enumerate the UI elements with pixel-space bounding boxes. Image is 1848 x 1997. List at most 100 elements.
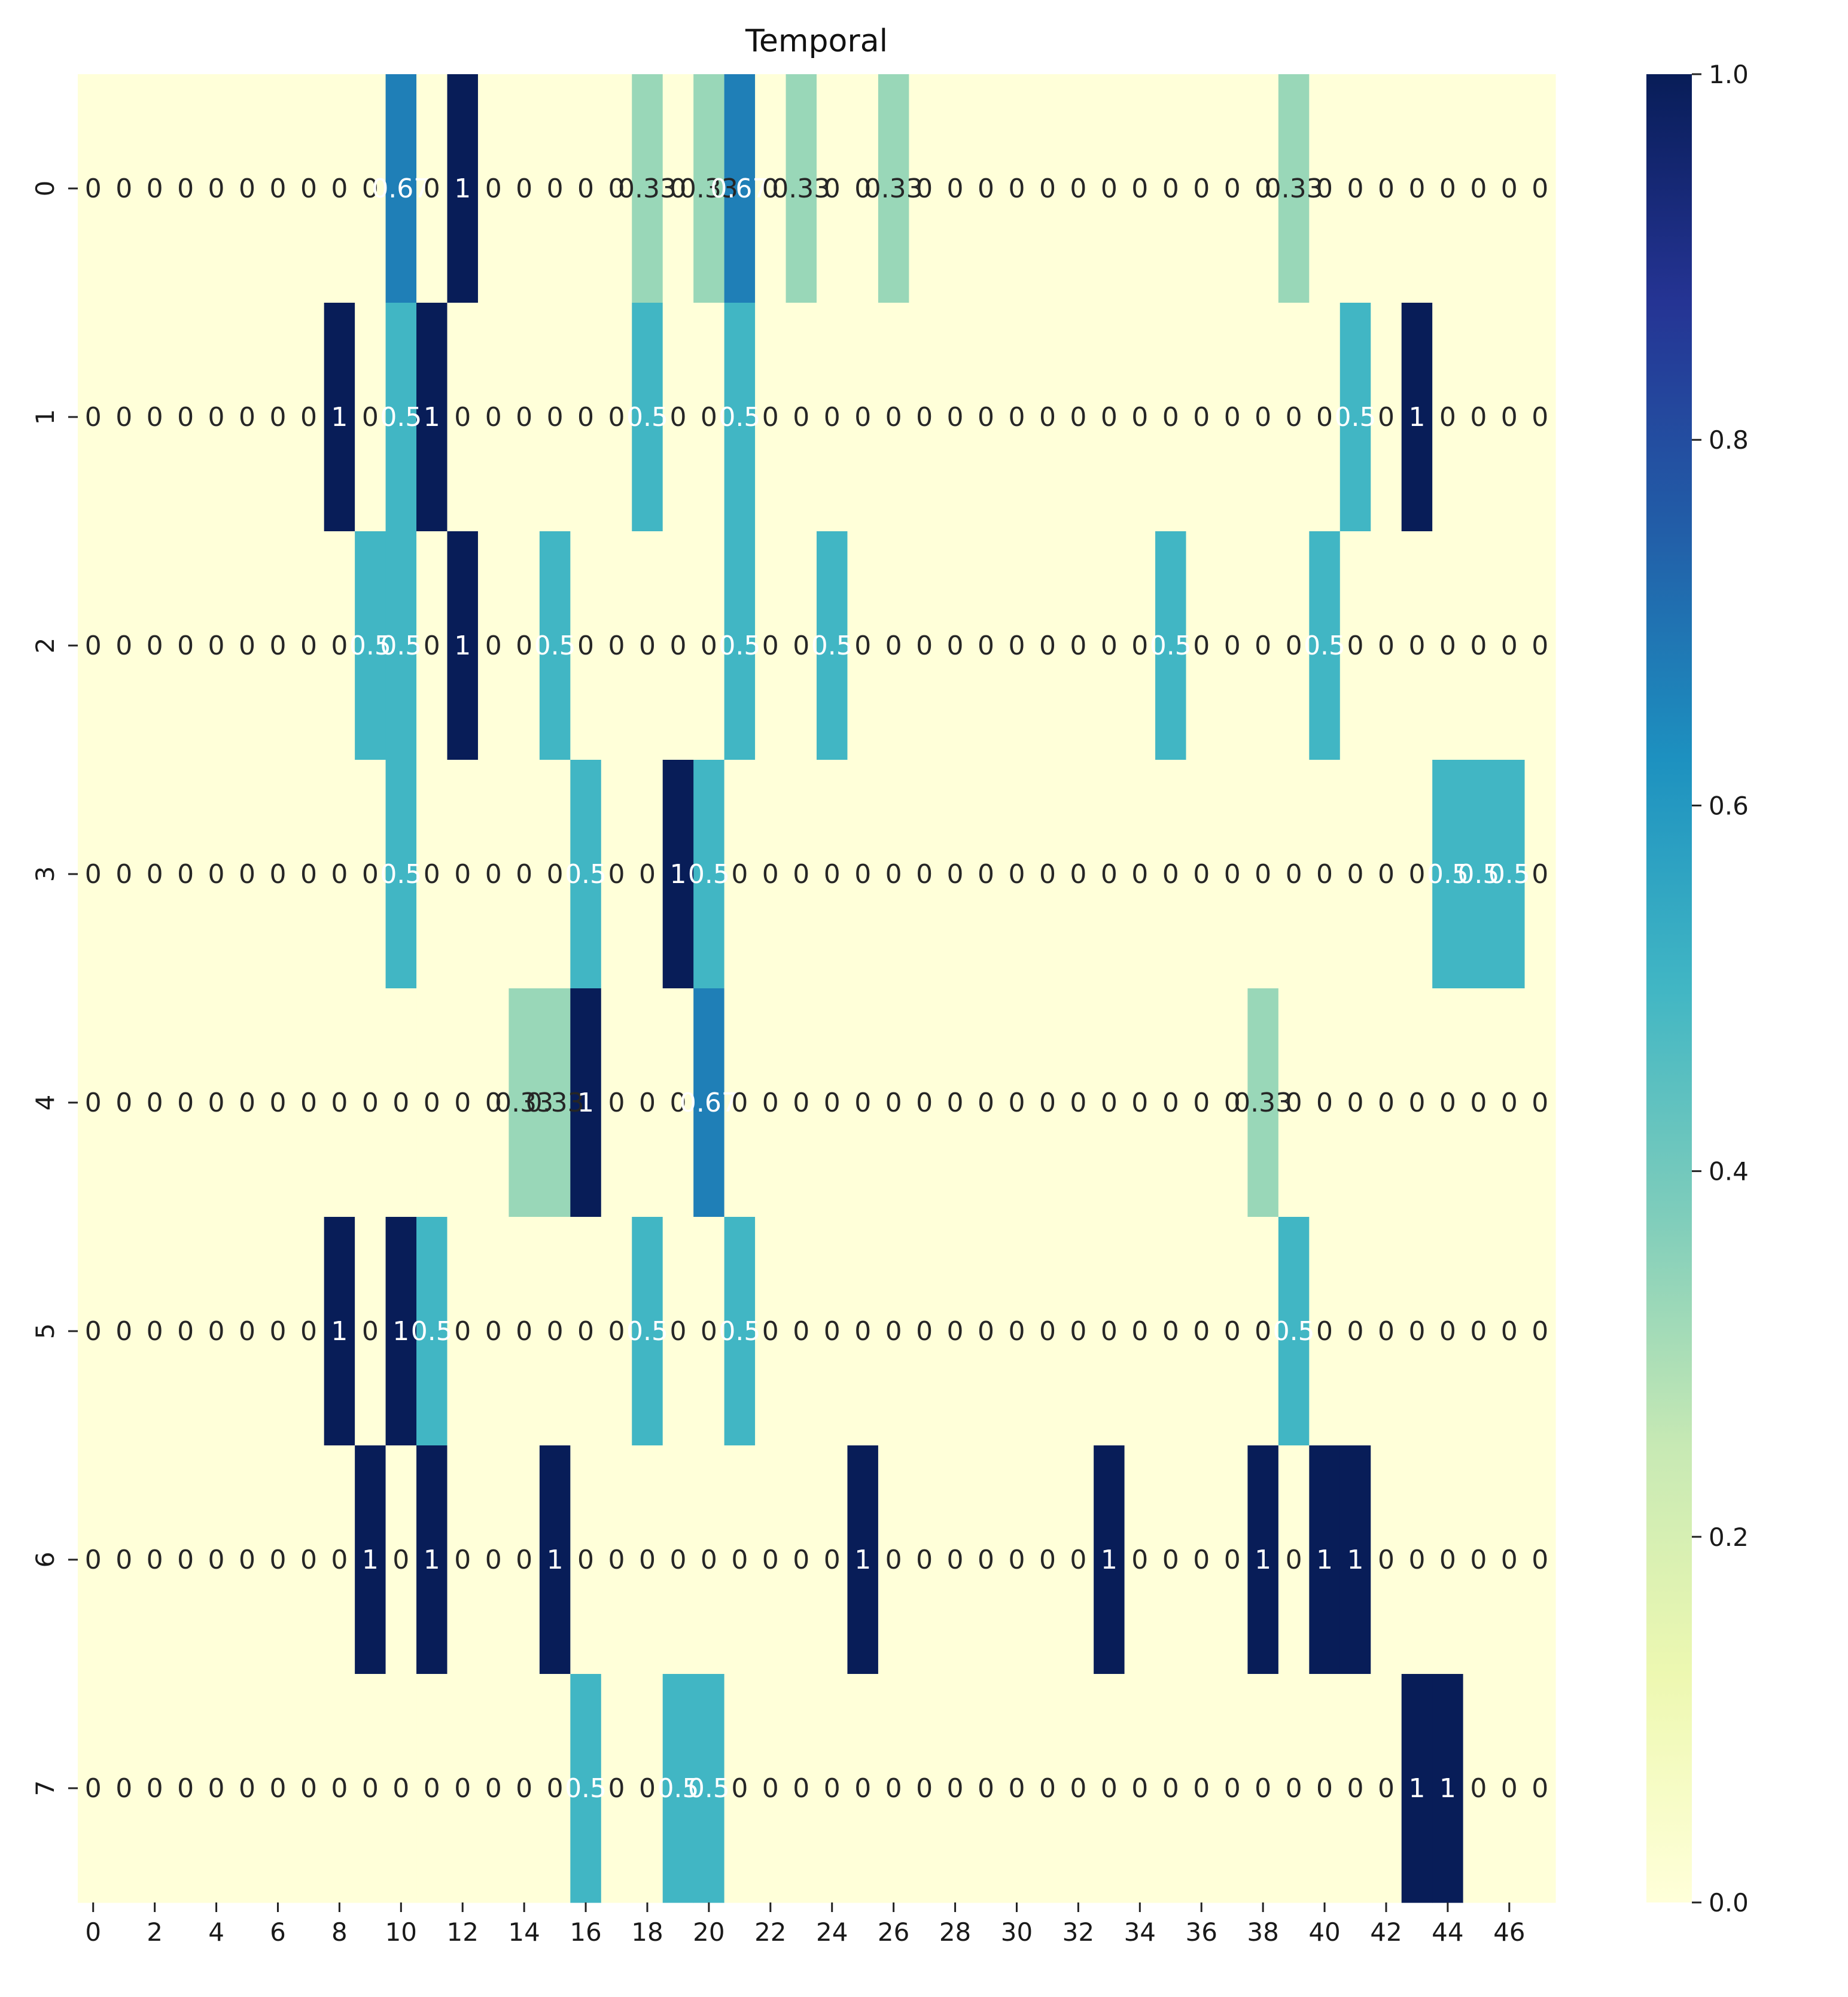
heatmap-cell-label: 0 xyxy=(454,402,471,433)
heatmap-cell-label: 0 xyxy=(269,1316,286,1347)
heatmap-cell-label: 0 xyxy=(115,402,132,433)
heatmap-cell xyxy=(1401,531,1433,760)
heatmap-cell xyxy=(755,1674,787,1903)
heatmap-cell-label: 0 xyxy=(1347,173,1364,204)
heatmap-cell xyxy=(1432,760,1464,989)
heatmap-cell xyxy=(693,303,725,532)
heatmap-cell-label: 0 xyxy=(1501,173,1518,204)
heatmap-cell-label: 0 xyxy=(1162,1545,1179,1575)
heatmap-cell xyxy=(755,760,787,989)
heatmap-cell xyxy=(970,1217,1002,1446)
heatmap-cell xyxy=(1062,303,1094,532)
heatmap-cell xyxy=(1401,988,1433,1217)
heatmap-cell xyxy=(909,760,940,989)
heatmap-cell-label: 0 xyxy=(1070,173,1086,204)
heatmap-cell-label: 0 xyxy=(485,173,502,204)
heatmap-cell-label: 0 xyxy=(85,173,102,204)
heatmap-cell xyxy=(324,1674,355,1903)
heatmap-cell xyxy=(447,531,479,760)
heatmap-cell xyxy=(262,760,294,989)
heatmap-cell xyxy=(1401,1674,1433,1903)
colorbar-tick-label: 0.6 xyxy=(1709,791,1749,820)
heatmap-cell xyxy=(878,1217,909,1446)
heatmap-cell xyxy=(108,74,140,303)
heatmap-cell xyxy=(1062,1217,1094,1446)
heatmap-cell-label: 0.5 xyxy=(1427,859,1469,890)
heatmap-cell xyxy=(1032,988,1064,1217)
heatmap-cell-label: 0 xyxy=(1101,1088,1118,1118)
heatmap-cell xyxy=(817,1674,848,1903)
y-tick-label: 1 xyxy=(31,409,60,425)
heatmap-cell xyxy=(1155,988,1187,1217)
heatmap-cell-label: 0 xyxy=(1532,1773,1548,1804)
heatmap-cell-label: 0.33 xyxy=(1234,1088,1292,1118)
heatmap-cell xyxy=(1032,1445,1064,1675)
heatmap-cell xyxy=(847,1445,879,1675)
heatmap-cell xyxy=(1001,1217,1033,1446)
heatmap-cell xyxy=(939,1674,971,1903)
heatmap-cell-label: 0 xyxy=(639,631,656,661)
heatmap-cell-label: 0 xyxy=(854,402,871,433)
heatmap-cell xyxy=(847,74,879,303)
heatmap-cell-label: 0 xyxy=(1470,1545,1487,1575)
heatmap-cell-label: 0 xyxy=(731,1088,748,1118)
heatmap-cell-label: 0 xyxy=(1131,402,1148,433)
heatmap-cell xyxy=(293,1445,325,1675)
heatmap-cell xyxy=(170,760,202,989)
heatmap-cell xyxy=(539,303,571,532)
heatmap-cell-label: 0 xyxy=(608,1088,625,1118)
heatmap-cell xyxy=(1524,531,1556,760)
heatmap-cell-label: 0.33 xyxy=(680,173,738,204)
heatmap-cell xyxy=(662,74,694,303)
heatmap-cell xyxy=(139,1674,171,1903)
heatmap-cell xyxy=(539,531,571,760)
heatmap-cell xyxy=(847,1674,879,1903)
heatmap-cell-label: 0 xyxy=(947,1545,964,1575)
heatmap-cell xyxy=(786,1217,817,1446)
heatmap-cell-label: 0 xyxy=(1008,1316,1025,1347)
heatmap-cell-label: 0 xyxy=(177,631,194,661)
heatmap-cell xyxy=(1186,760,1217,989)
heatmap-cell-label: 0 xyxy=(669,1316,686,1347)
heatmap-cell xyxy=(939,531,971,760)
heatmap-cell xyxy=(385,303,417,532)
heatmap-cell xyxy=(878,988,909,1217)
heatmap-cell xyxy=(1186,988,1217,1217)
heatmap-cell-label: 0 xyxy=(1316,1088,1333,1118)
heatmap-cell-label: 0 xyxy=(1224,631,1241,661)
heatmap-cell xyxy=(1278,760,1310,989)
heatmap-cell-label: 0.5 xyxy=(380,859,422,890)
heatmap-cell-label: 1 xyxy=(547,1545,564,1575)
heatmap-cell-label: 0 xyxy=(978,402,994,433)
heatmap-cell-label: 0 xyxy=(1470,631,1487,661)
heatmap-cell xyxy=(232,303,263,532)
heatmap-cell xyxy=(232,1674,263,1903)
heatmap-cell xyxy=(1278,74,1310,303)
heatmap-cell-label: 0 xyxy=(1347,1316,1364,1347)
heatmap-cell xyxy=(262,303,294,532)
heatmap-cell-label: 0 xyxy=(824,1773,841,1804)
heatmap-cell-label: 0 xyxy=(1286,1545,1302,1575)
heatmap-cell-label: 0 xyxy=(115,631,132,661)
heatmap-cell-label: 0 xyxy=(1408,631,1425,661)
heatmap-cell xyxy=(693,1674,725,1903)
heatmap-cell-label: 1 xyxy=(424,1545,440,1575)
heatmap-cell xyxy=(1062,531,1094,760)
heatmap-cell-label: 0 xyxy=(947,173,964,204)
heatmap-cell xyxy=(632,531,663,760)
colorbar-tick-label: 0.4 xyxy=(1709,1157,1749,1186)
heatmap-cell xyxy=(447,1217,479,1446)
heatmap-cell xyxy=(601,303,632,532)
y-axis: 0 1 2 3 4 5 6 7 xyxy=(31,181,78,1796)
heatmap-cell xyxy=(970,531,1002,760)
heatmap-cell xyxy=(139,74,171,303)
heatmap-cell-label: 0 xyxy=(208,1773,225,1804)
heatmap-cell-label: 0 xyxy=(608,173,625,204)
heatmap-cell-label: 0 xyxy=(85,1088,102,1118)
heatmap-cell xyxy=(1247,760,1279,989)
heatmap-cell-label: 0 xyxy=(639,1545,656,1575)
heatmap-cell-label: 0 xyxy=(608,402,625,433)
heatmap-cell xyxy=(139,760,171,989)
heatmap-cell-label: 0 xyxy=(1286,859,1302,890)
heatmap-cell xyxy=(1124,531,1156,760)
